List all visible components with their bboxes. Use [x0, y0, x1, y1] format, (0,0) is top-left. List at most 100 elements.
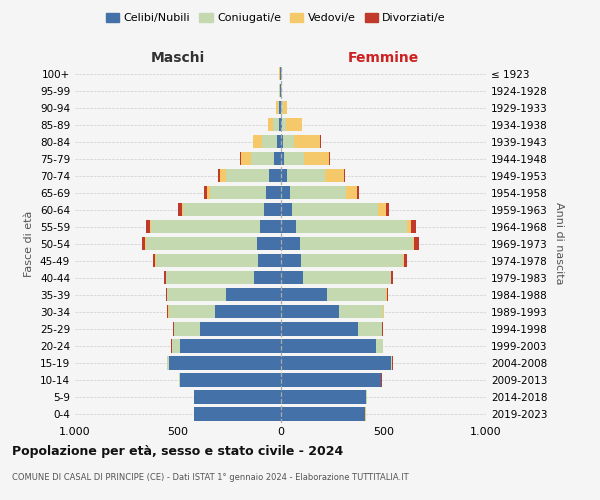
Bar: [283, 101, 287, 114]
Bar: [414, 237, 419, 250]
Bar: [266, 186, 281, 200]
Bar: [142, 237, 145, 250]
Bar: [281, 220, 296, 234]
Bar: [194, 408, 281, 420]
Bar: [281, 135, 283, 148]
Bar: [209, 186, 266, 200]
Y-axis label: Fasce di età: Fasce di età: [25, 210, 34, 277]
Bar: [391, 271, 393, 284]
Y-axis label: Anni di nascita: Anni di nascita: [554, 202, 564, 285]
Bar: [404, 254, 407, 268]
Bar: [376, 340, 383, 352]
Bar: [300, 237, 413, 250]
Bar: [182, 203, 183, 216]
Bar: [304, 152, 329, 166]
Bar: [284, 152, 304, 166]
Bar: [281, 288, 328, 302]
Bar: [281, 237, 300, 250]
Text: Popolazione per età, sesso e stato civile - 2024: Popolazione per età, sesso e stato civil…: [12, 445, 343, 458]
Bar: [344, 169, 345, 182]
Bar: [407, 220, 410, 234]
Bar: [281, 118, 282, 131]
Bar: [241, 152, 251, 166]
Bar: [264, 203, 281, 216]
Bar: [346, 186, 357, 200]
Bar: [207, 186, 209, 200]
Legend: Celibi/Nubili, Coniugati/e, Vedovi/e, Divorziati/e: Celibi/Nubili, Coniugati/e, Vedovi/e, Di…: [101, 8, 451, 28]
Bar: [166, 288, 167, 302]
Bar: [287, 169, 325, 182]
Bar: [272, 118, 279, 131]
Bar: [294, 135, 320, 148]
Bar: [274, 152, 281, 166]
Bar: [281, 254, 301, 268]
Bar: [167, 305, 168, 318]
Bar: [220, 169, 226, 182]
Bar: [146, 237, 257, 250]
Bar: [296, 220, 407, 234]
Bar: [283, 135, 294, 148]
Bar: [260, 220, 281, 234]
Bar: [386, 203, 389, 216]
Bar: [169, 356, 281, 370]
Bar: [262, 135, 277, 148]
Bar: [180, 340, 281, 352]
Bar: [281, 203, 292, 216]
Bar: [218, 169, 220, 182]
Bar: [292, 203, 378, 216]
Bar: [281, 101, 283, 114]
Bar: [281, 340, 376, 352]
Bar: [204, 186, 207, 200]
Bar: [280, 101, 281, 114]
Bar: [226, 169, 269, 182]
Bar: [282, 118, 286, 131]
Text: Maschi: Maschi: [151, 51, 205, 65]
Bar: [325, 169, 344, 182]
Bar: [301, 254, 403, 268]
Bar: [357, 186, 359, 200]
Bar: [339, 305, 383, 318]
Bar: [386, 288, 388, 302]
Bar: [269, 169, 281, 182]
Bar: [281, 305, 339, 318]
Bar: [258, 254, 281, 268]
Bar: [194, 390, 281, 404]
Bar: [328, 288, 386, 302]
Bar: [278, 101, 280, 114]
Bar: [413, 237, 414, 250]
Bar: [215, 305, 281, 318]
Bar: [183, 203, 264, 216]
Text: Femmine: Femmine: [347, 51, 419, 65]
Bar: [358, 322, 382, 336]
Bar: [281, 390, 367, 404]
Bar: [410, 220, 416, 234]
Bar: [281, 169, 287, 182]
Bar: [145, 237, 146, 250]
Bar: [226, 288, 281, 302]
Bar: [166, 271, 254, 284]
Bar: [281, 356, 391, 370]
Bar: [281, 374, 381, 386]
Bar: [172, 340, 180, 352]
Bar: [281, 408, 365, 420]
Bar: [391, 356, 392, 370]
Bar: [174, 322, 200, 336]
Bar: [276, 101, 278, 114]
Bar: [169, 305, 215, 318]
Bar: [302, 271, 391, 284]
Bar: [152, 254, 155, 268]
Bar: [254, 271, 281, 284]
Bar: [257, 237, 281, 250]
Bar: [290, 186, 346, 200]
Bar: [178, 203, 182, 216]
Bar: [167, 356, 169, 370]
Bar: [277, 135, 281, 148]
Bar: [281, 152, 284, 166]
Bar: [281, 322, 358, 336]
Bar: [281, 271, 302, 284]
Bar: [180, 374, 281, 386]
Bar: [151, 220, 260, 234]
Bar: [403, 254, 404, 268]
Text: COMUNE DI CASAL DI PRINCIPE (CE) - Dati ISTAT 1° gennaio 2024 - Elaborazione TUT: COMUNE DI CASAL DI PRINCIPE (CE) - Dati …: [12, 472, 409, 482]
Bar: [253, 135, 262, 148]
